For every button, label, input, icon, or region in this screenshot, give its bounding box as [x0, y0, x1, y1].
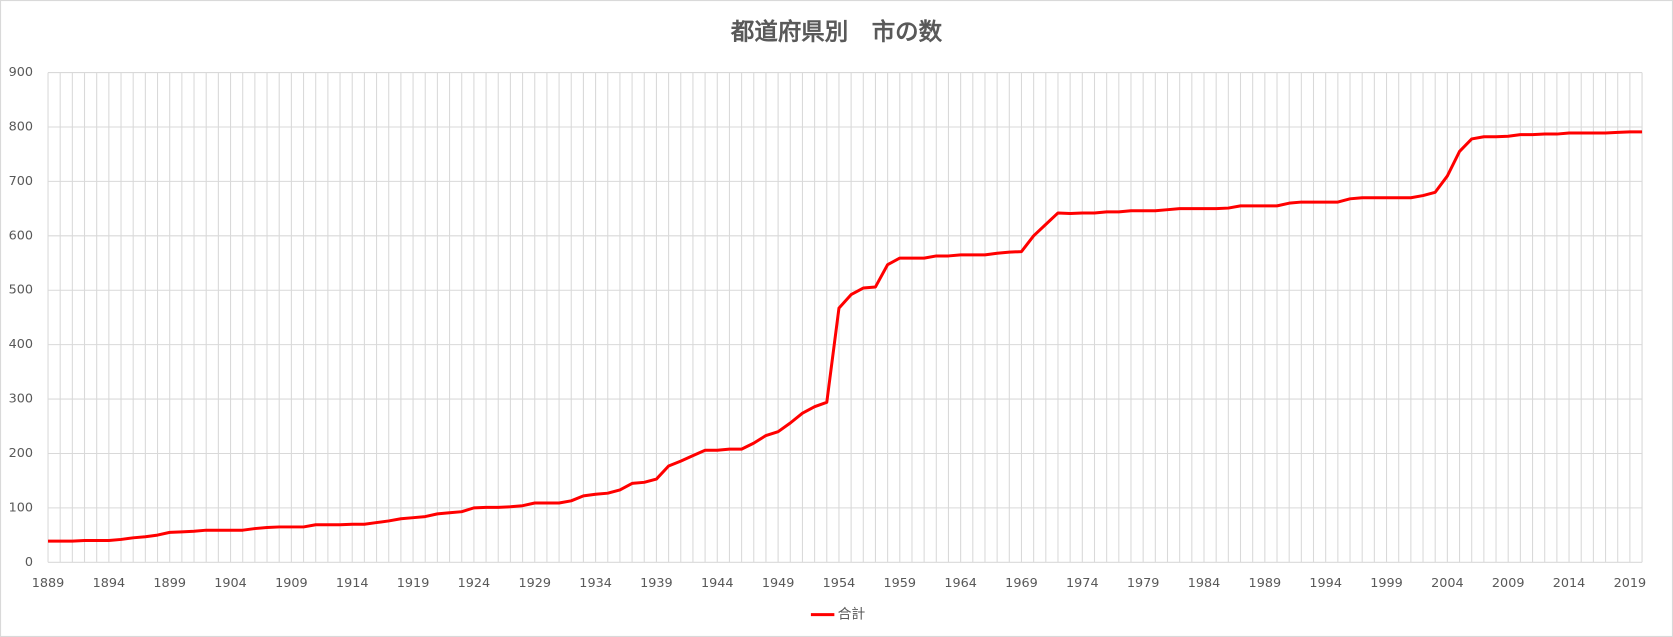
x-tick-label: 1999: [1370, 576, 1403, 591]
x-tick-label: 1894: [93, 576, 126, 591]
chart-title: 都道府県別 市の数: [730, 18, 943, 46]
x-tick-label: 1929: [518, 576, 551, 591]
x-tick-label: 1939: [640, 576, 673, 591]
x-tick-label: 1904: [214, 576, 247, 591]
x-tick-label: 2004: [1431, 576, 1464, 591]
x-tick-label: 1914: [336, 576, 369, 591]
x-tick-label: 1919: [397, 576, 430, 591]
x-tick-label: 1989: [1249, 576, 1282, 591]
x-tick-label: 1994: [1309, 576, 1342, 591]
x-tick-label: 1954: [823, 576, 856, 591]
legend-label: 合計: [838, 607, 866, 623]
x-tick-label: 2014: [1553, 576, 1586, 591]
x-tick-label: 1899: [153, 576, 186, 591]
x-tick-label: 1909: [275, 576, 308, 591]
x-tick-label: 1969: [1005, 576, 1038, 591]
x-tick-label: 1959: [884, 576, 917, 591]
x-tick-label: 1984: [1188, 576, 1221, 591]
x-tick-label: 1934: [579, 576, 612, 591]
y-tick-label: 900: [9, 65, 33, 80]
x-tick-label: 1924: [458, 576, 491, 591]
x-tick-label: 2019: [1614, 576, 1647, 591]
y-tick-label: 600: [9, 228, 33, 243]
y-tick-label: 200: [9, 446, 33, 461]
x-tick-label: 1964: [944, 576, 977, 591]
y-tick-label: 400: [9, 337, 33, 352]
x-tick-label: 1889: [32, 576, 65, 591]
y-tick-label: 500: [9, 283, 33, 298]
y-tick-label: 700: [9, 174, 33, 189]
y-tick-label: 300: [9, 392, 33, 407]
y-tick-label: 800: [9, 119, 33, 134]
x-tick-label: 1974: [1066, 576, 1099, 591]
y-tick-label: 100: [9, 500, 33, 515]
x-tick-label: 2009: [1492, 576, 1525, 591]
x-tick-label: 1949: [762, 576, 795, 591]
y-tick-label: 0: [25, 555, 33, 570]
x-tick-label: 1944: [701, 576, 734, 591]
line-series: [48, 130, 1643, 543]
x-tick-label: 1979: [1127, 576, 1160, 591]
